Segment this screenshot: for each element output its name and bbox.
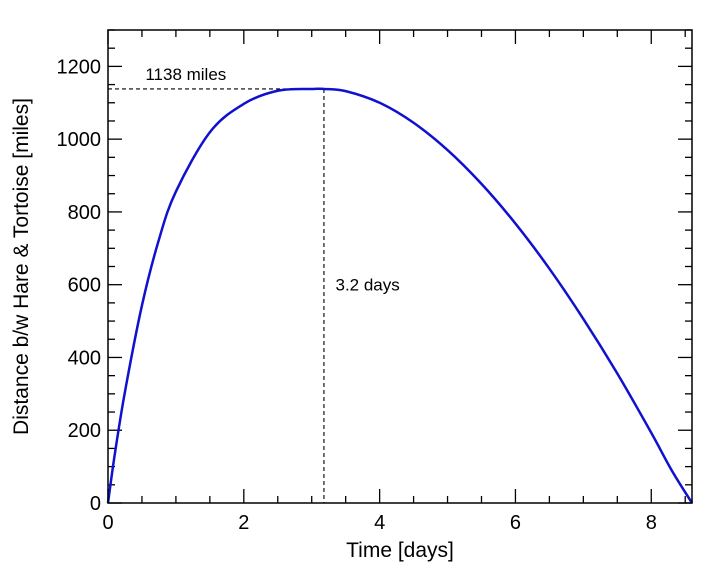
y-tick-label: 0: [90, 493, 101, 515]
x-tick-label: 6: [510, 512, 521, 534]
plot-frame: [107, 29, 693, 504]
annotation-guides: [108, 88, 325, 503]
x-axis-title: Time [days]: [346, 539, 454, 562]
tick-labels: 0 2 4 6 8 0 200 400 600 800 1000 1200: [57, 56, 657, 534]
y-tick-label: 800: [68, 202, 101, 224]
x-tick-label: 2: [238, 512, 249, 534]
x-tick-label: 0: [102, 512, 113, 534]
y-tick-label: 400: [68, 347, 101, 369]
y-tick-label: 1200: [57, 56, 102, 78]
y-tick-label: 1000: [57, 129, 102, 151]
x-tick-label: 8: [646, 512, 657, 534]
y-tick-label: 200: [68, 420, 101, 442]
ticks-layer: [107, 29, 692, 504]
y-axis-title: Distance b/w Hare & Tortoise [miles]: [10, 98, 33, 435]
x-tick-label: 4: [374, 512, 385, 534]
annotation-max-time: 3.2 days: [335, 276, 399, 295]
series-line: [106, 87, 694, 504]
annotation-max-distance: 1138 miles: [145, 65, 226, 84]
y-tick-label: 600: [68, 275, 101, 297]
